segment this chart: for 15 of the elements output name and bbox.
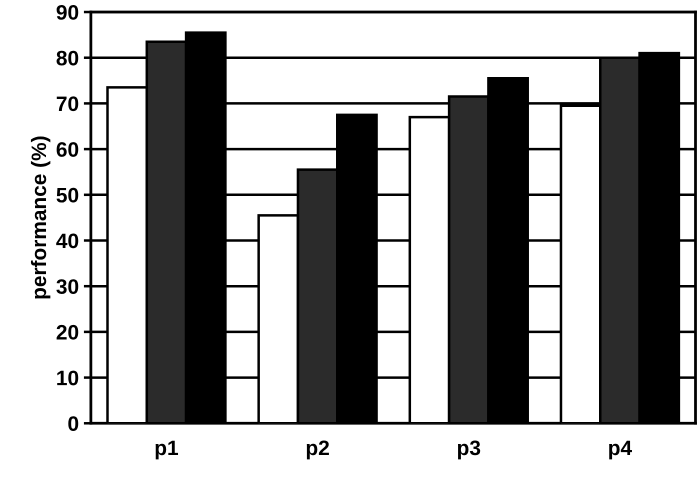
- y-tick-label: 0: [68, 416, 78, 432]
- y-tick-label: 90: [56, 5, 78, 20]
- y-tick-label: 20: [56, 324, 78, 340]
- x-tick-label: p2: [306, 440, 329, 460]
- y-axis-title: performance (%): [30, 136, 50, 298]
- y-tick-label: 60: [56, 142, 78, 157]
- y-tick-label: 80: [56, 50, 78, 66]
- x-tick-label: p3: [458, 440, 480, 460]
- x-tick-label: p1: [156, 440, 178, 460]
- y-tick-label: 40: [56, 234, 78, 248]
- y-tick-label: 50: [56, 188, 78, 203]
- y-tick-label: 30: [56, 279, 78, 294]
- y-tick-label: 10: [57, 370, 78, 386]
- y-tick-label: 70: [56, 96, 78, 112]
- x-tick-label: p4: [609, 440, 632, 460]
